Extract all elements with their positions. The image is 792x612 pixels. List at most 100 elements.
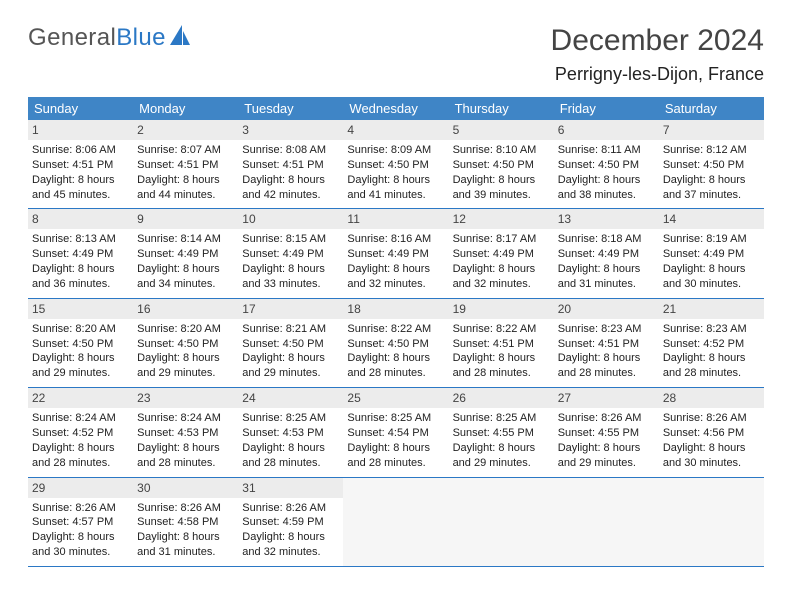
title-block: December 2024 Perrigny-les-Dijon, France bbox=[551, 24, 764, 85]
sunset-text: Sunset: 4:59 PM bbox=[242, 515, 339, 530]
sunset-text: Sunset: 4:51 PM bbox=[242, 158, 339, 173]
sunset-text: Sunset: 4:50 PM bbox=[32, 337, 129, 352]
column-header: Tuesday bbox=[238, 97, 343, 120]
sunrise-text: Sunrise: 8:06 AM bbox=[32, 143, 129, 158]
day-number: 14 bbox=[659, 209, 764, 229]
daylight-text: Daylight: 8 hours and 31 minutes. bbox=[137, 530, 234, 560]
day-details: Sunrise: 8:19 AMSunset: 4:49 PMDaylight:… bbox=[663, 232, 760, 291]
brand-logo: GeneralBlue bbox=[28, 24, 192, 52]
day-number: 22 bbox=[28, 388, 133, 408]
day-cell: 28Sunrise: 8:26 AMSunset: 4:56 PMDayligh… bbox=[659, 388, 764, 477]
sunrise-text: Sunrise: 8:22 AM bbox=[347, 322, 444, 337]
day-cell: 14 Sunrise: 8:19 AMSunset: 4:49 PMDayligh… bbox=[659, 209, 764, 298]
day-details: Sunrise: 8:06 AMSunset: 4:51 PMDaylight:… bbox=[32, 143, 129, 202]
day-details: Sunrise: 8:23 AMSunset: 4:52 PMDaylight:… bbox=[663, 322, 760, 381]
day-cell: 13Sunrise: 8:18 AMSunset: 4:49 PMDayligh… bbox=[554, 209, 659, 298]
calendar-header: SundayMondayTuesdayWednesdayThursdayFrid… bbox=[28, 97, 764, 120]
day-details: Sunrise: 8:15 AMSunset: 4:49 PMDaylight:… bbox=[242, 232, 339, 291]
day-number: 15 bbox=[28, 299, 133, 319]
day-details: Sunrise: 8:26 AMSunset: 4:55 PMDaylight:… bbox=[558, 411, 655, 470]
sunrise-text: Sunrise: 8:17 AM bbox=[453, 232, 550, 247]
sunrise-text: Sunrise: 8:26 AM bbox=[32, 501, 129, 516]
daylight-text: Daylight: 8 hours and 39 minutes. bbox=[453, 173, 550, 203]
day-number: 1 bbox=[28, 120, 133, 140]
daylight-text: Daylight: 8 hours and 28 minutes. bbox=[558, 351, 655, 381]
sunset-text: Sunset: 4:50 PM bbox=[347, 158, 444, 173]
sunset-text: Sunset: 4:52 PM bbox=[663, 337, 760, 352]
header-row: GeneralBlue December 2024 Perrigny-les-D… bbox=[28, 24, 764, 85]
month-title: December 2024 bbox=[551, 24, 764, 58]
day-cell: 18Sunrise: 8:22 AMSunset: 4:50 PMDayligh… bbox=[343, 298, 448, 387]
day-number: 20 bbox=[554, 299, 659, 319]
daylight-text: Daylight: 8 hours and 29 minutes. bbox=[242, 351, 339, 381]
day-cell: 24Sunrise: 8:25 AMSunset: 4:53 PMDayligh… bbox=[238, 388, 343, 477]
day-cell: 3Sunrise: 8:08 AMSunset: 4:51 PMDaylight… bbox=[238, 120, 343, 209]
day-details: Sunrise: 8:17 AMSunset: 4:49 PMDaylight:… bbox=[453, 232, 550, 291]
sunset-text: Sunset: 4:50 PM bbox=[663, 158, 760, 173]
day-cell bbox=[343, 477, 448, 566]
sunrise-text: Sunrise: 8:21 AM bbox=[242, 322, 339, 337]
day-number: 21 bbox=[659, 299, 764, 319]
table-row: 29Sunrise: 8:26 AMSunset: 4:57 PMDayligh… bbox=[28, 477, 764, 566]
table-row: 8Sunrise: 8:13 AMSunset: 4:49 PMDaylight… bbox=[28, 209, 764, 298]
sunrise-text: Sunrise: 8:24 AM bbox=[137, 411, 234, 426]
sunset-text: Sunset: 4:53 PM bbox=[242, 426, 339, 441]
sunrise-text: Sunrise: 8:19 AM bbox=[663, 232, 760, 247]
daylight-text: Daylight: 8 hours and 45 minutes. bbox=[32, 173, 129, 203]
daylight-text: Daylight: 8 hours and 32 minutes. bbox=[242, 530, 339, 560]
day-details: Sunrise: 8:26 AMSunset: 4:56 PMDaylight:… bbox=[663, 411, 760, 470]
day-details: Sunrise: 8:24 AMSunset: 4:52 PMDaylight:… bbox=[32, 411, 129, 470]
sunset-text: Sunset: 4:51 PM bbox=[32, 158, 129, 173]
day-details: Sunrise: 8:22 AMSunset: 4:50 PMDaylight:… bbox=[347, 322, 444, 381]
brand-blue: Blue bbox=[116, 24, 166, 52]
day-cell bbox=[554, 477, 659, 566]
daylight-text: Daylight: 8 hours and 29 minutes. bbox=[32, 351, 129, 381]
sunset-text: Sunset: 4:51 PM bbox=[137, 158, 234, 173]
day-details: Sunrise: 8:25 AMSunset: 4:54 PMDaylight:… bbox=[347, 411, 444, 470]
daylight-text: Daylight: 8 hours and 30 minutes. bbox=[663, 441, 760, 471]
sunrise-text: Sunrise: 8:20 AM bbox=[32, 322, 129, 337]
daylight-text: Daylight: 8 hours and 44 minutes. bbox=[137, 173, 234, 203]
daylight-text: Daylight: 8 hours and 32 minutes. bbox=[347, 262, 444, 292]
sunrise-text: Sunrise: 8:10 AM bbox=[453, 143, 550, 158]
day-number: 19 bbox=[449, 299, 554, 319]
day-details: Sunrise: 8:09 AMSunset: 4:50 PMDaylight:… bbox=[347, 143, 444, 202]
column-header: Wednesday bbox=[343, 97, 448, 120]
day-cell: 8Sunrise: 8:13 AMSunset: 4:49 PMDaylight… bbox=[28, 209, 133, 298]
sunset-text: Sunset: 4:51 PM bbox=[453, 337, 550, 352]
daylight-text: Daylight: 8 hours and 41 minutes. bbox=[347, 173, 444, 203]
calendar-page: GeneralBlue December 2024 Perrigny-les-D… bbox=[0, 0, 792, 567]
sunset-text: Sunset: 4:49 PM bbox=[242, 247, 339, 262]
sunrise-text: Sunrise: 8:23 AM bbox=[663, 322, 760, 337]
calendar-body: 1Sunrise: 8:06 AMSunset: 4:51 PMDaylight… bbox=[28, 120, 764, 566]
sail-icon bbox=[170, 24, 192, 52]
column-header: Saturday bbox=[659, 97, 764, 120]
day-number: 6 bbox=[554, 120, 659, 140]
sunrise-text: Sunrise: 8:23 AM bbox=[558, 322, 655, 337]
day-number: 25 bbox=[343, 388, 448, 408]
day-number: 3 bbox=[238, 120, 343, 140]
day-details: Sunrise: 8:14 AMSunset: 4:49 PMDaylight:… bbox=[137, 232, 234, 291]
day-number: 7 bbox=[659, 120, 764, 140]
sunset-text: Sunset: 4:58 PM bbox=[137, 515, 234, 530]
day-cell: 23Sunrise: 8:24 AMSunset: 4:53 PMDayligh… bbox=[133, 388, 238, 477]
sunrise-text: Sunrise: 8:13 AM bbox=[32, 232, 129, 247]
day-cell: 4 Sunrise: 8:09 AMSunset: 4:50 PMDaylight… bbox=[343, 120, 448, 209]
sunset-text: Sunset: 4:49 PM bbox=[137, 247, 234, 262]
sunset-text: Sunset: 4:49 PM bbox=[663, 247, 760, 262]
day-number: 4 bbox=[343, 120, 448, 140]
daylight-text: Daylight: 8 hours and 28 minutes. bbox=[347, 441, 444, 471]
sunset-text: Sunset: 4:49 PM bbox=[347, 247, 444, 262]
sunrise-text: Sunrise: 8:07 AM bbox=[137, 143, 234, 158]
day-cell: 15 Sunrise: 8:20 AMSunset: 4:50 PMDayligh… bbox=[28, 298, 133, 387]
day-cell: 30Sunrise: 8:26 AMSunset: 4:58 PMDayligh… bbox=[133, 477, 238, 566]
day-number: 5 bbox=[449, 120, 554, 140]
day-number: 12 bbox=[449, 209, 554, 229]
column-header: Friday bbox=[554, 97, 659, 120]
daylight-text: Daylight: 8 hours and 29 minutes. bbox=[453, 441, 550, 471]
day-details: Sunrise: 8:16 AMSunset: 4:49 PMDaylight:… bbox=[347, 232, 444, 291]
day-details: Sunrise: 8:26 AMSunset: 4:59 PMDaylight:… bbox=[242, 501, 339, 560]
daylight-text: Daylight: 8 hours and 28 minutes. bbox=[137, 441, 234, 471]
daylight-text: Daylight: 8 hours and 30 minutes. bbox=[32, 530, 129, 560]
sunrise-text: Sunrise: 8:18 AM bbox=[558, 232, 655, 247]
